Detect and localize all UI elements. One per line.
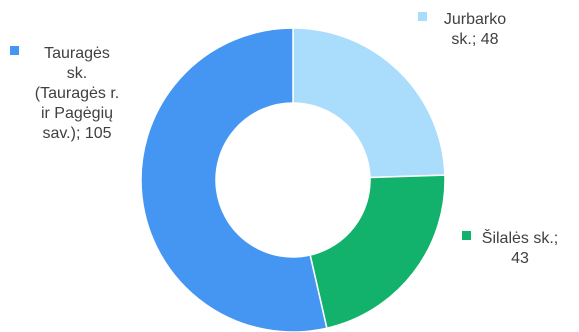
slice-0	[292, 27, 446, 179]
data-label-line: sk.	[67, 65, 87, 82]
legend-swatch-1	[462, 231, 471, 240]
data-label-1: Šilalės sk.; 43	[482, 228, 558, 267]
data-label-2: Tauragės sk. (Tauragės r. ir Pagėgių sav.); …	[35, 45, 119, 142]
legend-swatch-0	[418, 12, 427, 21]
chart-labels: Jurbarko sk.; 48 Šilalės sk.; 43 Tauragės sk.…	[10, 11, 558, 267]
data-label-line: Tauragės	[44, 45, 110, 62]
data-label-line: sk.; 48	[451, 31, 498, 48]
slice-2	[140, 27, 328, 332]
data-label-0: Jurbarko sk.; 48	[444, 11, 506, 48]
data-label-line: Jurbarko	[444, 11, 506, 28]
data-label-line: (Tauragės r.	[35, 85, 119, 102]
data-label-line: sav.); 105	[42, 125, 111, 142]
legend-swatch-2	[10, 46, 19, 55]
data-label-line: Šilalės sk.;	[482, 228, 558, 247]
slice-1	[309, 174, 446, 330]
data-label-line: 43	[511, 250, 529, 267]
chart-slices	[140, 27, 446, 332]
data-label-line: ir Pagėgių	[41, 105, 113, 122]
